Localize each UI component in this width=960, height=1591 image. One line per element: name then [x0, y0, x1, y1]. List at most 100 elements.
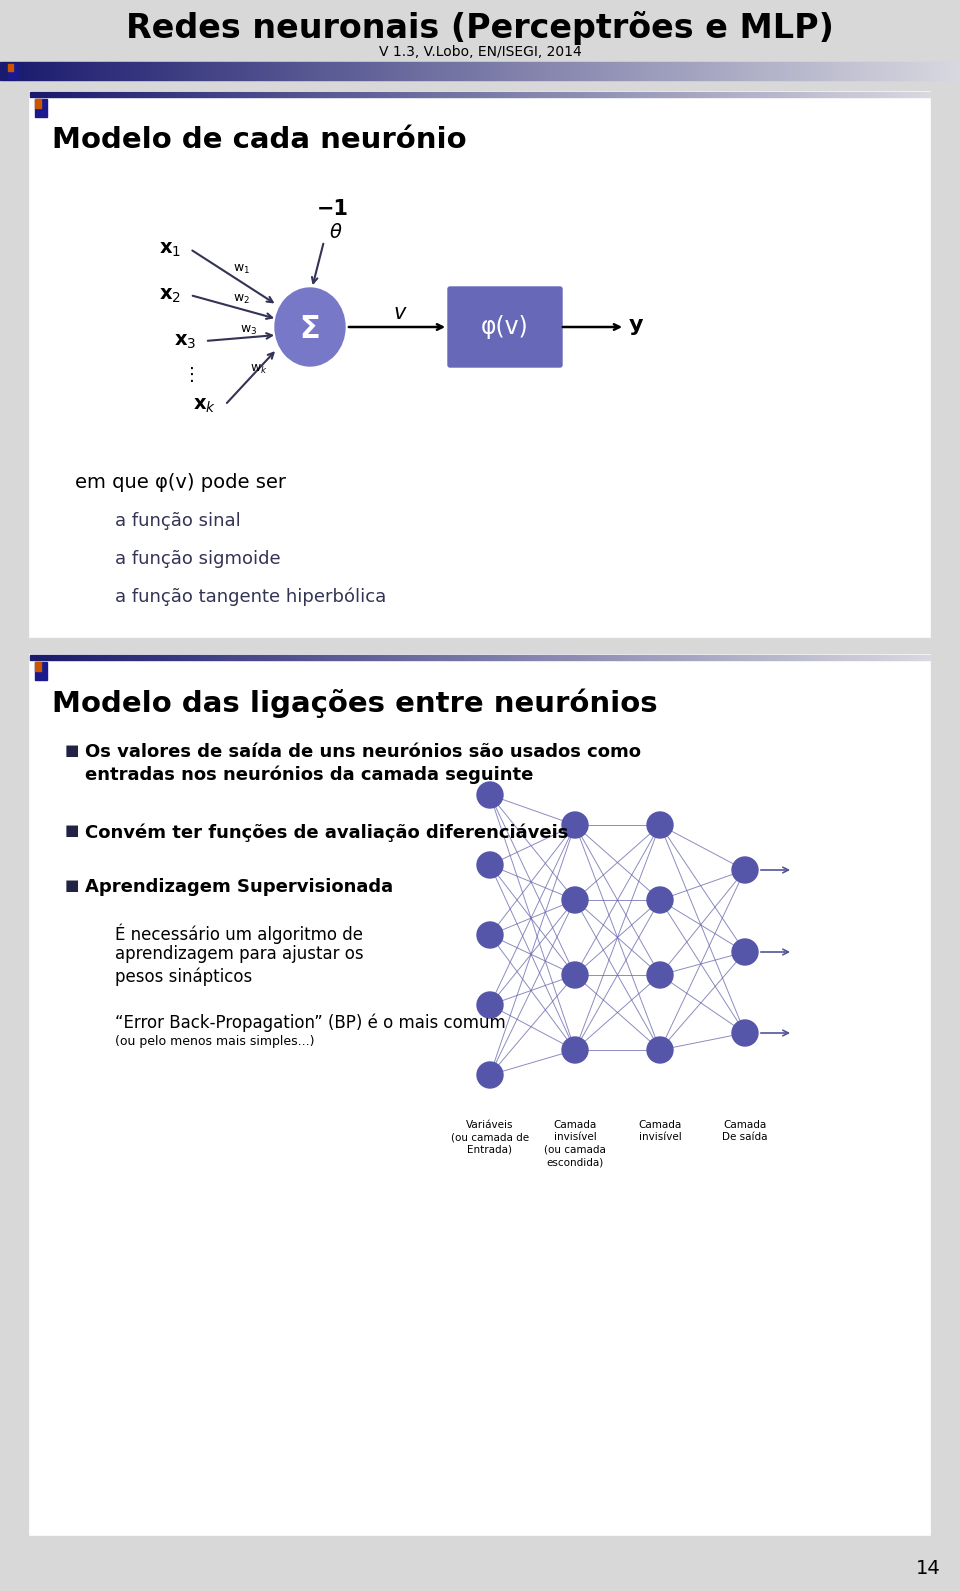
Bar [70, 655, 75, 660]
Bar [448, 92, 453, 97]
Bar [525, 92, 530, 97]
Text: Convém ter funções de avaliação diferenciáveis: Convém ter funções de avaliação diferenc… [85, 823, 568, 842]
Bar [360, 62, 365, 80]
Bar [38, 62, 43, 80]
Bar [350, 62, 355, 80]
Bar [642, 655, 646, 660]
Bar [485, 92, 489, 97]
Bar [269, 655, 273, 660]
Bar [237, 655, 242, 660]
Text: Os valores de saída de uns neurónios são usados como: Os valores de saída de uns neurónios são… [85, 743, 641, 760]
Text: w$_1$: w$_1$ [233, 263, 250, 275]
Bar [624, 655, 629, 660]
Bar [363, 92, 368, 97]
Bar [600, 62, 605, 80]
Bar [291, 92, 296, 97]
Bar [850, 62, 854, 80]
Bar [77, 62, 82, 80]
Bar [777, 92, 781, 97]
Bar [946, 62, 950, 80]
Bar [317, 62, 322, 80]
Bar [732, 655, 736, 660]
Bar [683, 92, 687, 97]
Bar [93, 92, 98, 97]
Bar [858, 92, 862, 97]
Bar [355, 62, 360, 80]
Bar [70, 92, 75, 97]
Bar [307, 62, 312, 80]
Bar [890, 92, 894, 97]
Bar [368, 655, 372, 660]
Bar [646, 92, 651, 97]
Bar [885, 92, 890, 97]
Bar [66, 655, 70, 660]
Bar [480, 92, 485, 97]
Bar [417, 655, 421, 660]
Bar [755, 92, 759, 97]
Bar [931, 62, 936, 80]
Bar [637, 92, 642, 97]
Bar [80, 655, 84, 660]
Bar [714, 655, 718, 660]
Bar [461, 62, 466, 80]
Bar [709, 655, 714, 660]
Bar [386, 655, 390, 660]
Bar [795, 92, 800, 97]
Bar [624, 62, 629, 80]
Bar [183, 92, 187, 97]
Bar [489, 655, 493, 660]
Bar [384, 62, 389, 80]
Bar [686, 62, 691, 80]
Bar [840, 92, 845, 97]
Bar [888, 62, 893, 80]
Bar [547, 62, 552, 80]
Bar [381, 655, 386, 660]
Bar [755, 655, 759, 660]
Bar [579, 92, 584, 97]
Bar [111, 655, 115, 660]
Text: a função sinal: a função sinal [115, 512, 241, 530]
Text: a função sigmoide: a função sigmoide [115, 550, 280, 568]
Bar [835, 92, 840, 97]
Bar [144, 62, 149, 80]
Bar [129, 655, 133, 660]
Bar [19, 62, 24, 80]
Text: a função tangente hiperbólica: a função tangente hiperbólica [115, 587, 386, 606]
Bar [142, 92, 147, 97]
Bar [629, 655, 633, 660]
Text: Aprendizagem Supervisionada: Aprendizagem Supervisionada [85, 878, 394, 896]
Bar [30, 92, 930, 636]
Bar [480, 62, 485, 80]
Bar [72, 62, 77, 80]
Bar [444, 92, 448, 97]
Bar [138, 655, 142, 660]
Bar [480, 655, 485, 660]
Bar [602, 92, 606, 97]
Bar [656, 92, 660, 97]
Bar [786, 92, 790, 97]
Bar [624, 92, 629, 97]
Bar [228, 92, 232, 97]
Bar [187, 62, 192, 80]
Bar [539, 92, 543, 97]
Bar [662, 62, 667, 80]
Bar [471, 92, 475, 97]
Bar [197, 655, 201, 660]
Bar [790, 92, 795, 97]
Bar [363, 655, 368, 660]
Bar [296, 92, 300, 97]
Bar [120, 92, 125, 97]
Bar [853, 92, 858, 97]
Bar [660, 92, 664, 97]
Bar [590, 62, 595, 80]
Bar [822, 92, 827, 97]
Bar [682, 62, 686, 80]
Bar [509, 62, 514, 80]
Bar [349, 92, 354, 97]
Bar [182, 62, 187, 80]
Bar [336, 92, 341, 97]
Bar [485, 655, 489, 660]
Bar [565, 655, 570, 660]
Bar [442, 62, 446, 80]
Circle shape [477, 783, 503, 808]
